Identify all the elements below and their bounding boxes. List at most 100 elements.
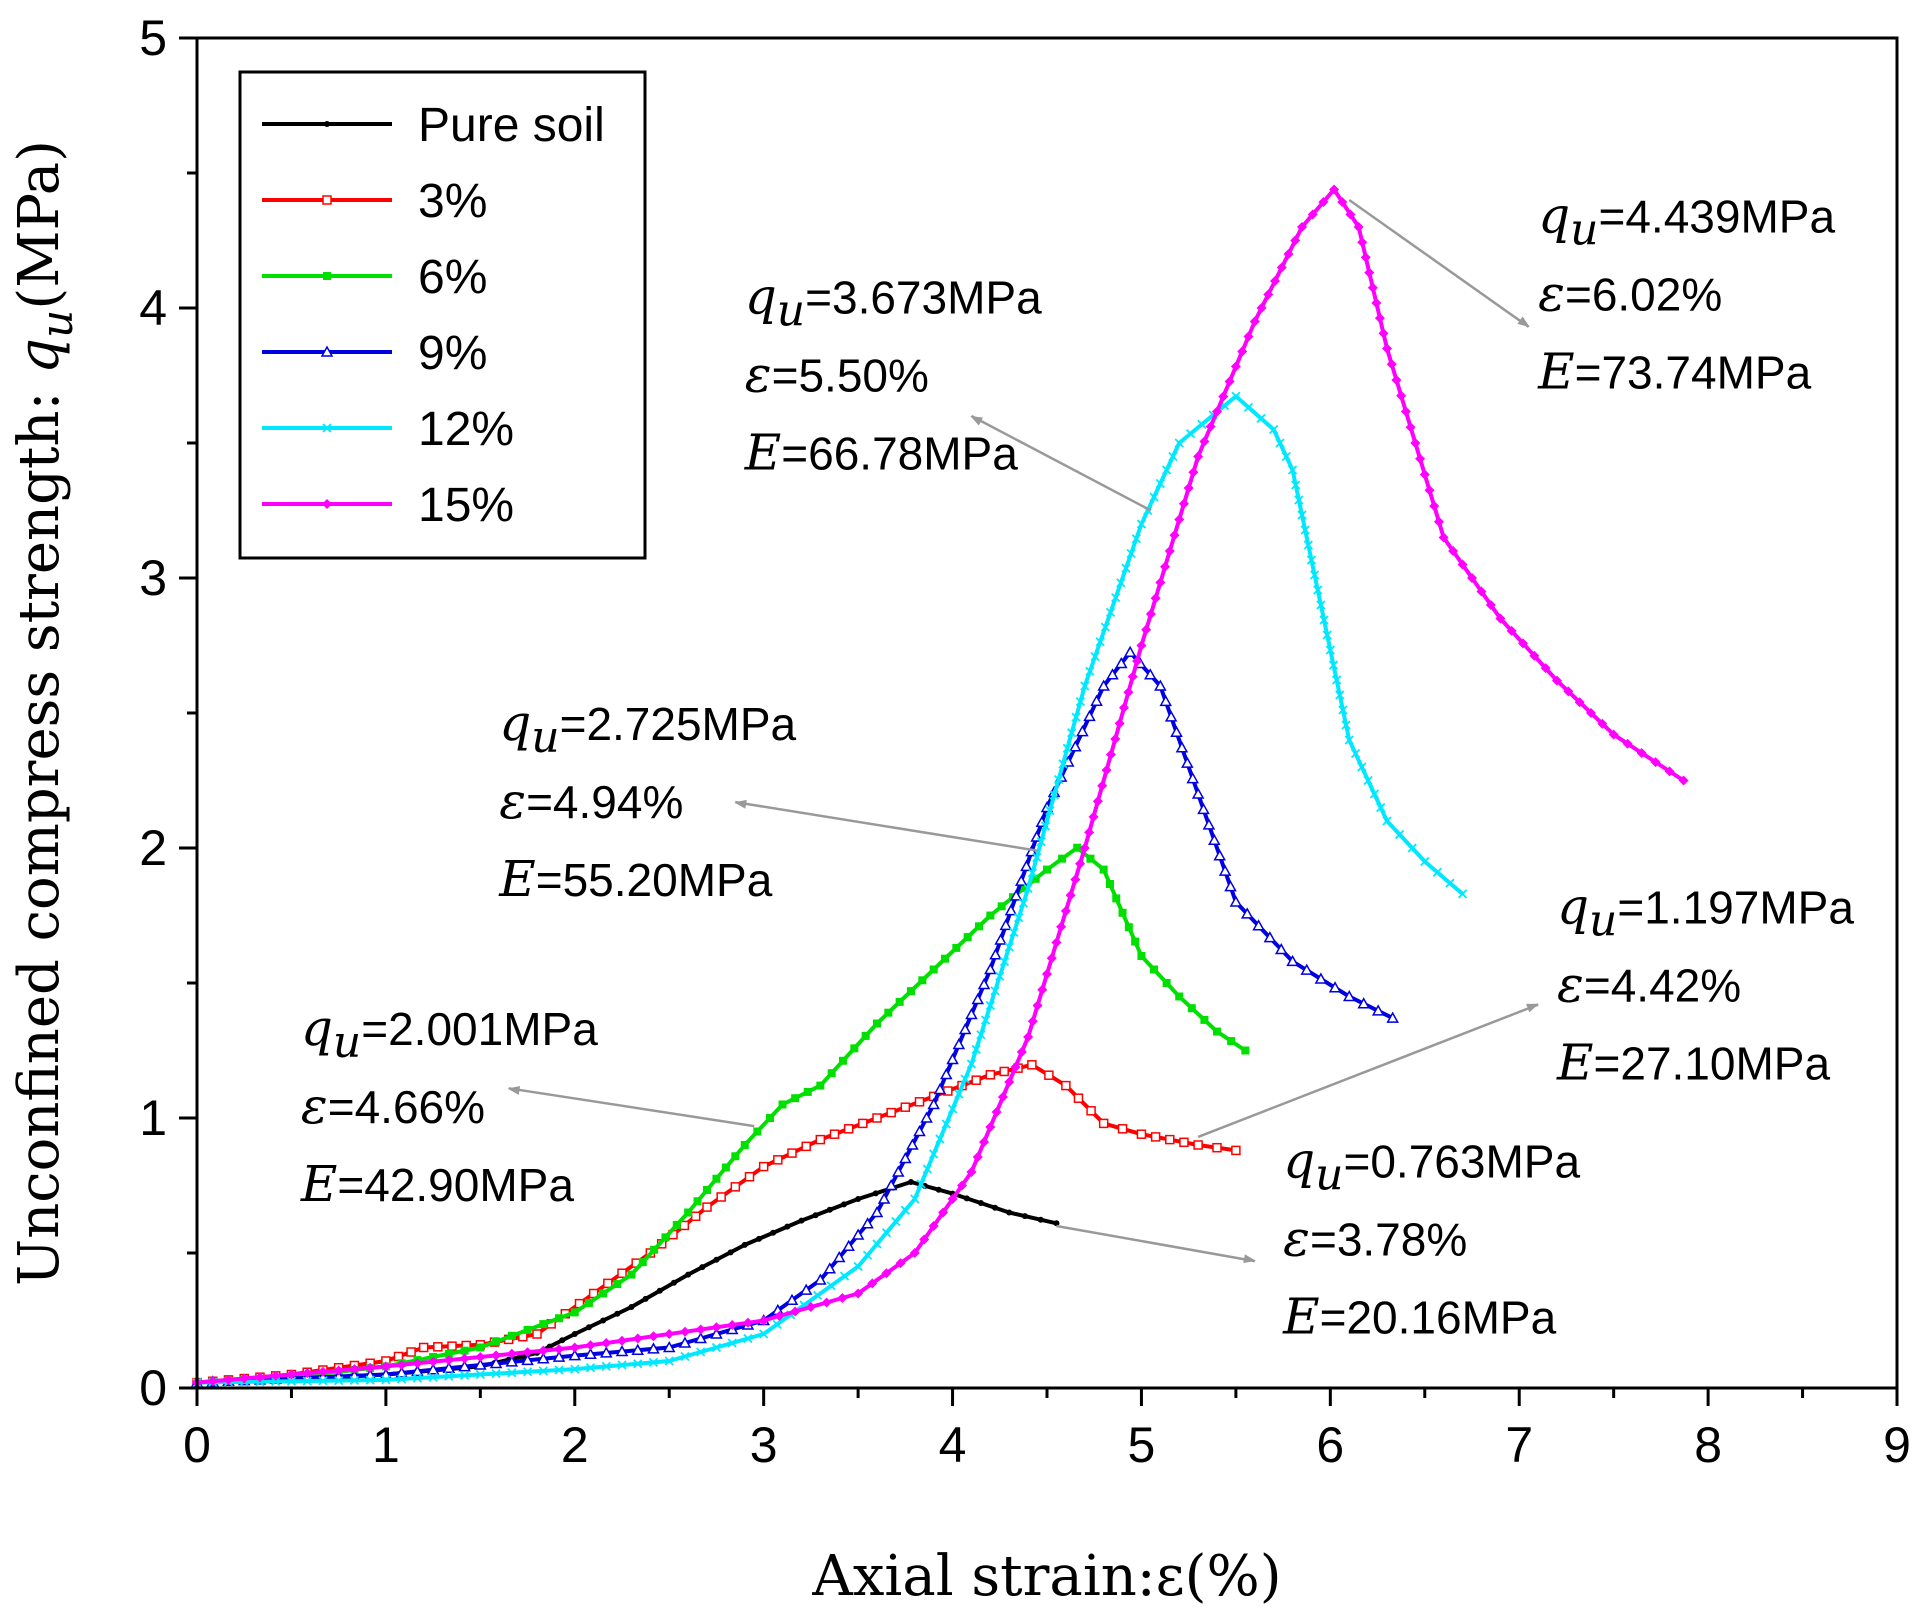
data-point (1027, 868, 1038, 878)
data-point (791, 1094, 800, 1103)
data-point (1448, 546, 1459, 556)
data-point (827, 1069, 836, 1078)
annotation: qu=0.763MPa ε=3.78% E=20.16MPa (1056, 1131, 1580, 1345)
data-point (1335, 690, 1345, 700)
data-point (1208, 833, 1221, 846)
data-point (839, 1056, 847, 1065)
data-point (1212, 406, 1222, 417)
data-point (963, 1195, 970, 1202)
annotation-arrow (1197, 1003, 1539, 1139)
data-point (696, 1347, 706, 1357)
annotation-subscript: u (777, 285, 805, 336)
data-point (1051, 937, 1062, 948)
y-tick-label: 3 (139, 550, 167, 606)
data-point (1256, 413, 1266, 424)
data-point (690, 1211, 701, 1222)
data-point (1071, 712, 1081, 722)
data-point (334, 1375, 344, 1386)
data-point (1086, 854, 1095, 863)
data-point (1229, 895, 1243, 907)
data-point (997, 902, 1006, 911)
data-point (742, 1317, 753, 1328)
data-point (412, 1373, 423, 1383)
data-point (980, 1015, 991, 1025)
data-point (1118, 908, 1127, 917)
data-point (1396, 390, 1407, 401)
data-point (1341, 720, 1351, 730)
data-point (1275, 438, 1285, 448)
data-point (433, 1342, 443, 1352)
data-point (1231, 1145, 1241, 1156)
legend-label: 12% (418, 403, 514, 456)
data-point (801, 1141, 811, 1152)
data-point (1205, 421, 1216, 432)
annotation-eps-text: ε=5.50% (745, 345, 929, 403)
data-point (1150, 1132, 1161, 1142)
data-point (662, 1340, 676, 1353)
data-point (1319, 615, 1329, 625)
data-point (585, 1324, 592, 1331)
annotation-symbol: ε (745, 345, 772, 403)
data-point (628, 1304, 635, 1310)
data-point (1185, 429, 1196, 439)
annotation-symbol: q (745, 267, 777, 325)
annotation-symbol: q (301, 999, 333, 1057)
data-point (884, 1008, 893, 1017)
data-point (1274, 942, 1288, 955)
data-point (1270, 276, 1281, 286)
data-point (631, 1343, 645, 1355)
annotation-eps-text: ε=4.94% (499, 772, 683, 830)
data-point (995, 971, 1005, 981)
data-point (1115, 656, 1128, 669)
data-point (891, 1216, 901, 1227)
data-point (1269, 424, 1279, 435)
data-point (1099, 865, 1108, 874)
data-point (1300, 963, 1313, 975)
data-point (1287, 465, 1298, 475)
data-point (396, 1374, 407, 1384)
data-point (711, 1322, 722, 1333)
data-point (1438, 532, 1449, 543)
data-point (286, 1369, 297, 1380)
data-point (986, 911, 995, 920)
data-point (1137, 952, 1146, 960)
data-point (642, 1295, 649, 1302)
data-point (1014, 874, 1028, 886)
data-point (1040, 821, 1051, 831)
annotation-symbol: ε (1283, 1209, 1310, 1267)
data-point (1391, 375, 1402, 385)
data-point (1678, 775, 1689, 786)
data-point (712, 1174, 721, 1183)
data-point (601, 1338, 612, 1348)
data-point (1419, 469, 1430, 480)
data-point (1188, 467, 1199, 478)
data-point (922, 1164, 933, 1174)
legend-item: Pure soil (262, 99, 605, 152)
data-point (1212, 1142, 1222, 1153)
data-point (615, 1345, 629, 1357)
data-point (1369, 789, 1380, 799)
data-point (1159, 694, 1173, 707)
data-point (1329, 184, 1340, 195)
data-point (1164, 710, 1178, 722)
data-point (1386, 359, 1397, 370)
data-point (941, 1119, 951, 1129)
data-point (884, 1178, 898, 1191)
data-point (1240, 907, 1254, 919)
data-point (1433, 516, 1444, 527)
annotation-value: =3.78% (1310, 1213, 1467, 1265)
data-point (1314, 972, 1328, 984)
data-point (727, 1338, 737, 1348)
data-point (1183, 483, 1194, 493)
data-point (1263, 931, 1277, 943)
data-point (1382, 816, 1392, 826)
data-point (648, 1357, 659, 1367)
data-point (1394, 829, 1405, 840)
data-point (928, 1221, 939, 1231)
data-point (1378, 328, 1389, 339)
annotation-value: =27.10MPa (1594, 1038, 1831, 1090)
data-point (1187, 1004, 1196, 1013)
data-point (1218, 391, 1229, 402)
data-point (1037, 984, 1048, 995)
annotation-value: =2.725MPa (560, 698, 797, 750)
